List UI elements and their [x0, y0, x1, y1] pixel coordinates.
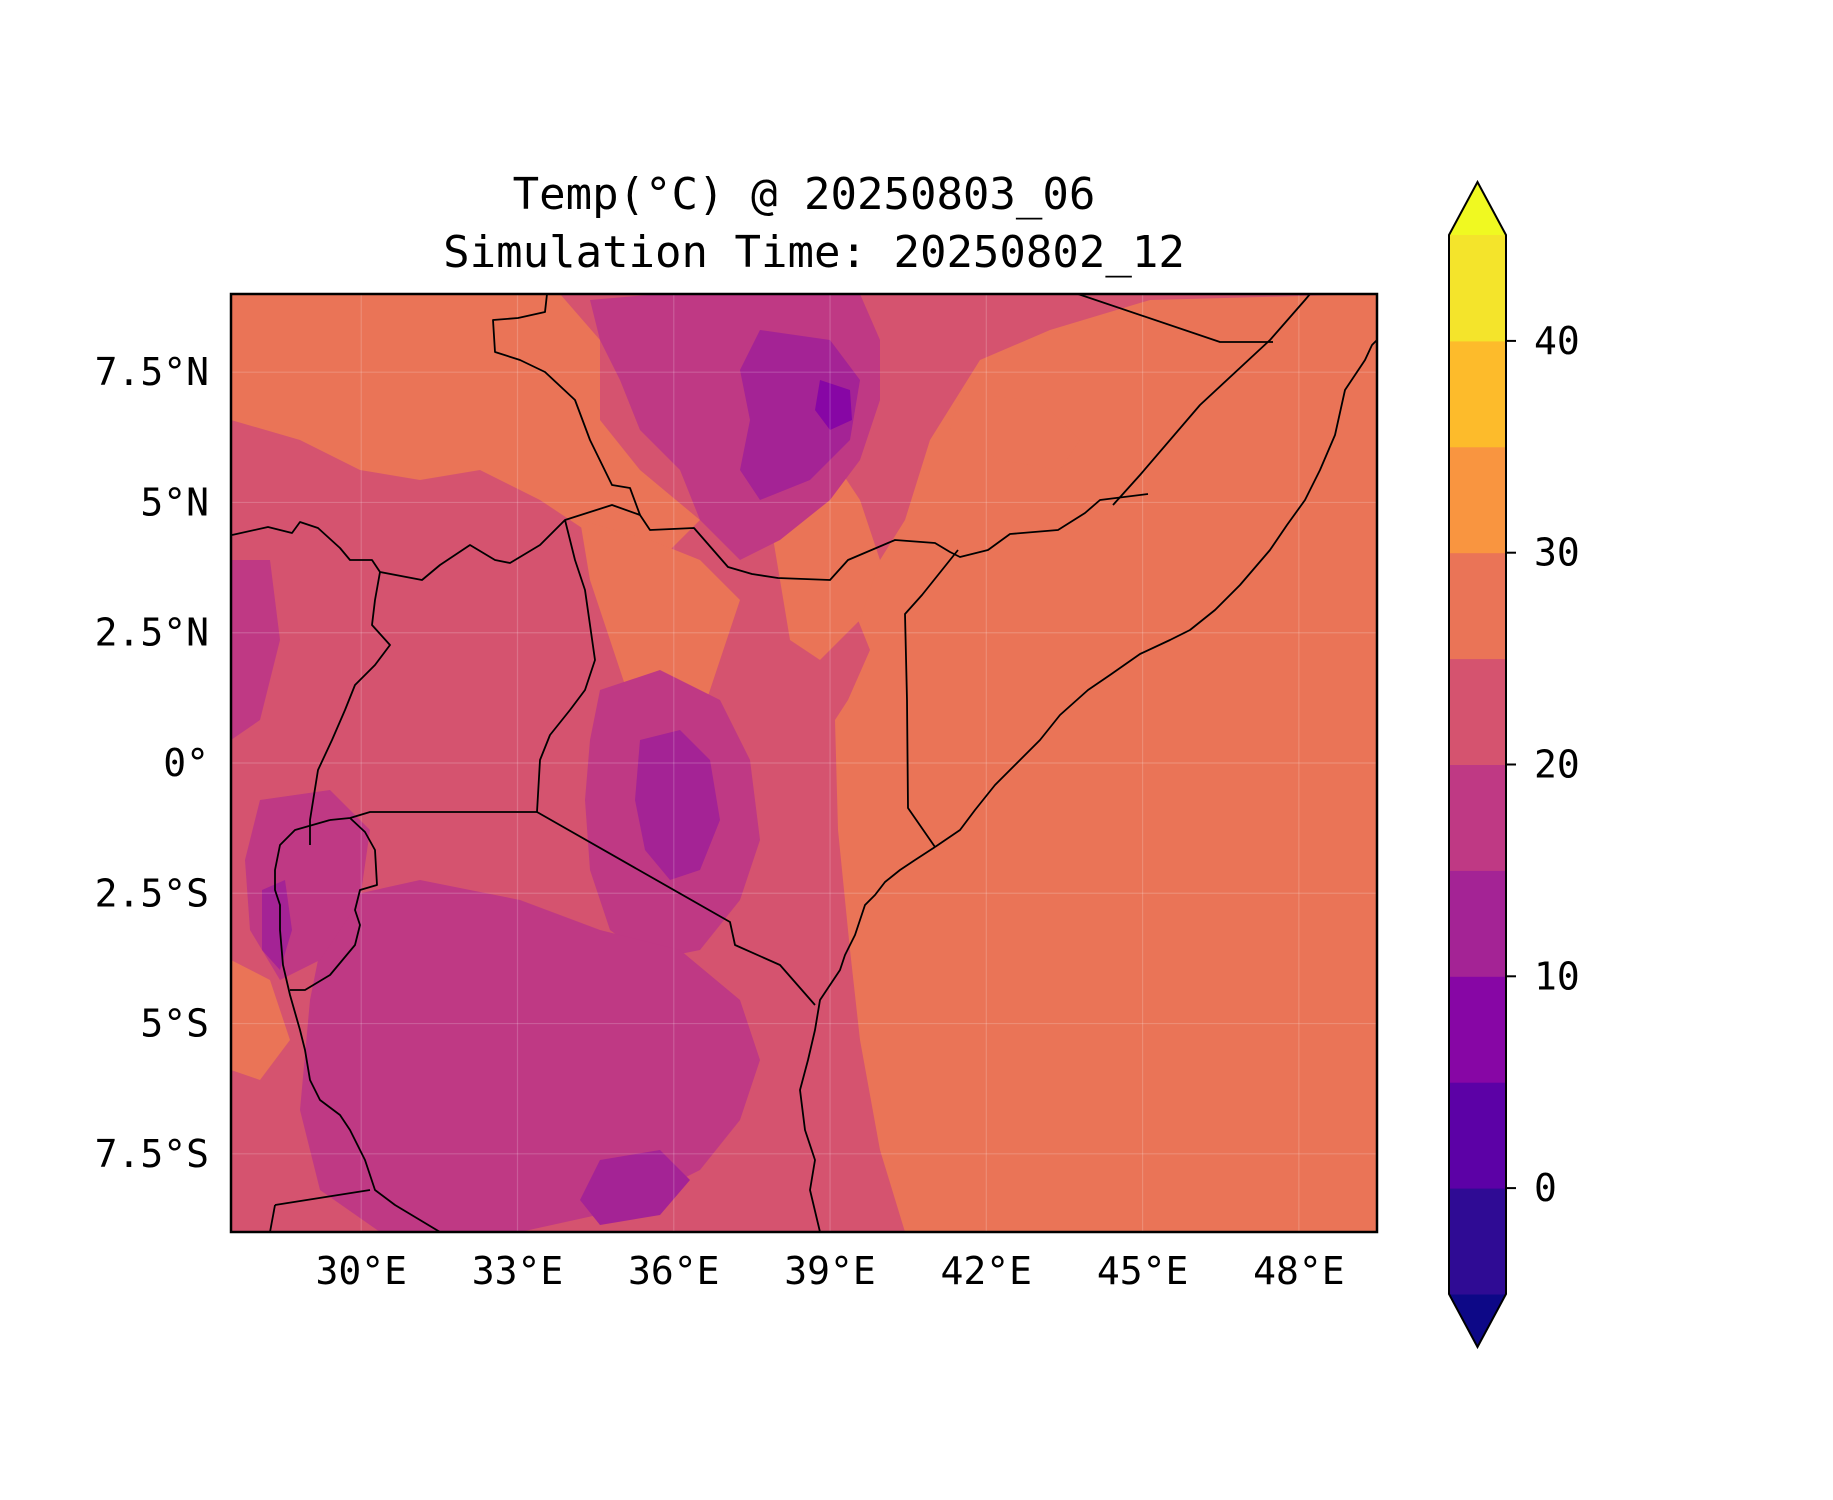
lat-tick-label: 5°S — [140, 1002, 209, 1046]
field-10-15-tanzania — [580, 1150, 690, 1225]
border-lake-tanganyika-west — [274, 819, 441, 1232]
field-25-30-sw — [231, 960, 290, 1080]
title-line-1: Temp(°C) @ 20250803_06 — [513, 169, 1096, 220]
country-borders — [231, 294, 1377, 1232]
lat-tick-label: 2.5°N — [95, 611, 209, 655]
border-uganda-drc — [309, 571, 391, 845]
colorbar-band — [1449, 552, 1506, 660]
lon-tick-label: 36°E — [628, 1249, 720, 1293]
colorbar-over-arrow — [1449, 182, 1506, 235]
colorbar-band — [1449, 976, 1506, 1083]
colorbar-tick-label: 0 — [1534, 1166, 1557, 1210]
colorbar-band — [1449, 1082, 1506, 1189]
colorbar-outline — [1448, 179, 1507, 1350]
lat-tick-label: 0° — [163, 741, 209, 785]
map-frame — [229, 292, 1379, 1234]
colorbar-tick-label: 10 — [1534, 954, 1580, 998]
border-ethiopia-somalia — [1112, 294, 1311, 506]
border-kenya-somalia — [904, 549, 959, 848]
field-25-30-north — [231, 294, 700, 560]
lon-tick-label: 30°E — [315, 1249, 407, 1293]
field-25-30-rift — [580, 520, 740, 740]
title-line-2: Simulation Time: 20250802_12 — [443, 227, 1185, 278]
temperature-map — [231, 294, 1377, 1232]
lat-tick-label: 7.5°S — [95, 1132, 209, 1176]
lon-tick-label: 39°E — [784, 1249, 876, 1293]
lon-tick-label: 42°E — [941, 1249, 1033, 1293]
lon-tick-label: 33°E — [472, 1249, 564, 1293]
colorbar: 0 10 20 30 40 — [1448, 179, 1580, 1350]
field-25-30-somalia — [835, 294, 1377, 1232]
field-25-30-ethiopia-east — [950, 394, 1080, 470]
border-rwanda-burundi — [290, 817, 378, 991]
lat-tick-label: 2.5°S — [95, 871, 209, 915]
colorbar-band — [1449, 1188, 1506, 1295]
border-ethiopia-kenya — [639, 493, 1149, 581]
colorbar-band — [1449, 446, 1506, 554]
lon-tick-label: 48°E — [1253, 1249, 1345, 1293]
colorbar-tick-label: 30 — [1534, 531, 1580, 575]
longitude-ticks: 30°E 33°E 36°E 39°E 42°E 45°E 48°E — [315, 1249, 1344, 1293]
field-10-15-ethiopia — [740, 330, 860, 500]
field-15-20-west — [231, 560, 280, 740]
border-uganda-tanzania — [329, 811, 537, 821]
colorbar-band — [1449, 340, 1506, 448]
coast-somalia — [934, 339, 1377, 848]
field-5-10-ethiopia-peak — [815, 380, 852, 430]
colorbar-under-arrow — [1449, 1294, 1506, 1347]
lat-tick-label: 7.5°N — [95, 350, 209, 394]
border-drc-tanzania-south — [269, 1204, 276, 1232]
border-uganda-kenya — [536, 519, 596, 813]
colorbar-band — [1449, 764, 1506, 871]
colorbar-band — [1449, 658, 1506, 765]
lat-tick-label: 5°N — [140, 480, 209, 524]
field-10-15-kivu — [262, 880, 292, 970]
colorbar-band — [1449, 235, 1506, 342]
latitude-ticks: 7.5°N 5°N 2.5°N 0° 2.5°S 5°S 7.5°S — [95, 350, 209, 1176]
border-eritrea-djibouti — [1077, 294, 1273, 343]
colorbar-tick-label: 40 — [1534, 319, 1580, 363]
field-10-15-kenya — [635, 730, 720, 880]
gridlines — [231, 294, 1377, 1232]
border-zambia — [274, 1189, 371, 1206]
border-south-sudan-north — [231, 294, 641, 581]
colorbar-band — [1449, 870, 1506, 977]
colorbar-tick-label: 20 — [1534, 743, 1580, 787]
coast-kenya-tanzania — [799, 846, 936, 1232]
field-15-20-tanzania — [300, 880, 760, 1232]
border-kenya-tanzania — [536, 811, 816, 1006]
lon-tick-label: 45°E — [1097, 1249, 1189, 1293]
